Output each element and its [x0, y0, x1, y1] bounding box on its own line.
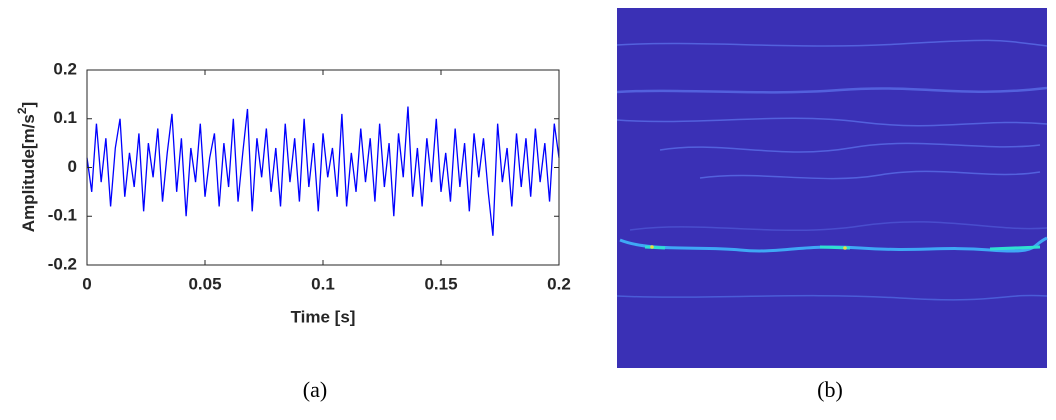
x-axis-label: Time [s]: [291, 307, 356, 326]
signal-line: [86, 106, 560, 236]
x-tick-label: 0.15: [424, 274, 457, 293]
x-tick-label: 0.05: [188, 274, 221, 293]
panel-caption: (b): [817, 377, 843, 402]
y-tick-label: 0.2: [53, 59, 77, 78]
y-tick-label: -0.1: [48, 206, 77, 225]
panel-caption: (a): [303, 377, 327, 402]
x-tick-label: 0.2: [547, 274, 571, 293]
x-tick-label: 0.1: [311, 274, 335, 293]
y-tick-label: 0.1: [53, 108, 77, 127]
plot-frame: [86, 69, 560, 266]
x-tick-label: 0: [82, 274, 91, 293]
y-tick-label: -0.2: [48, 254, 77, 273]
y-axis-label: Amplitude[m/s2]: [15, 102, 38, 232]
y-tick-label: 0: [68, 157, 77, 176]
spectrogram: [616, 8, 1048, 368]
